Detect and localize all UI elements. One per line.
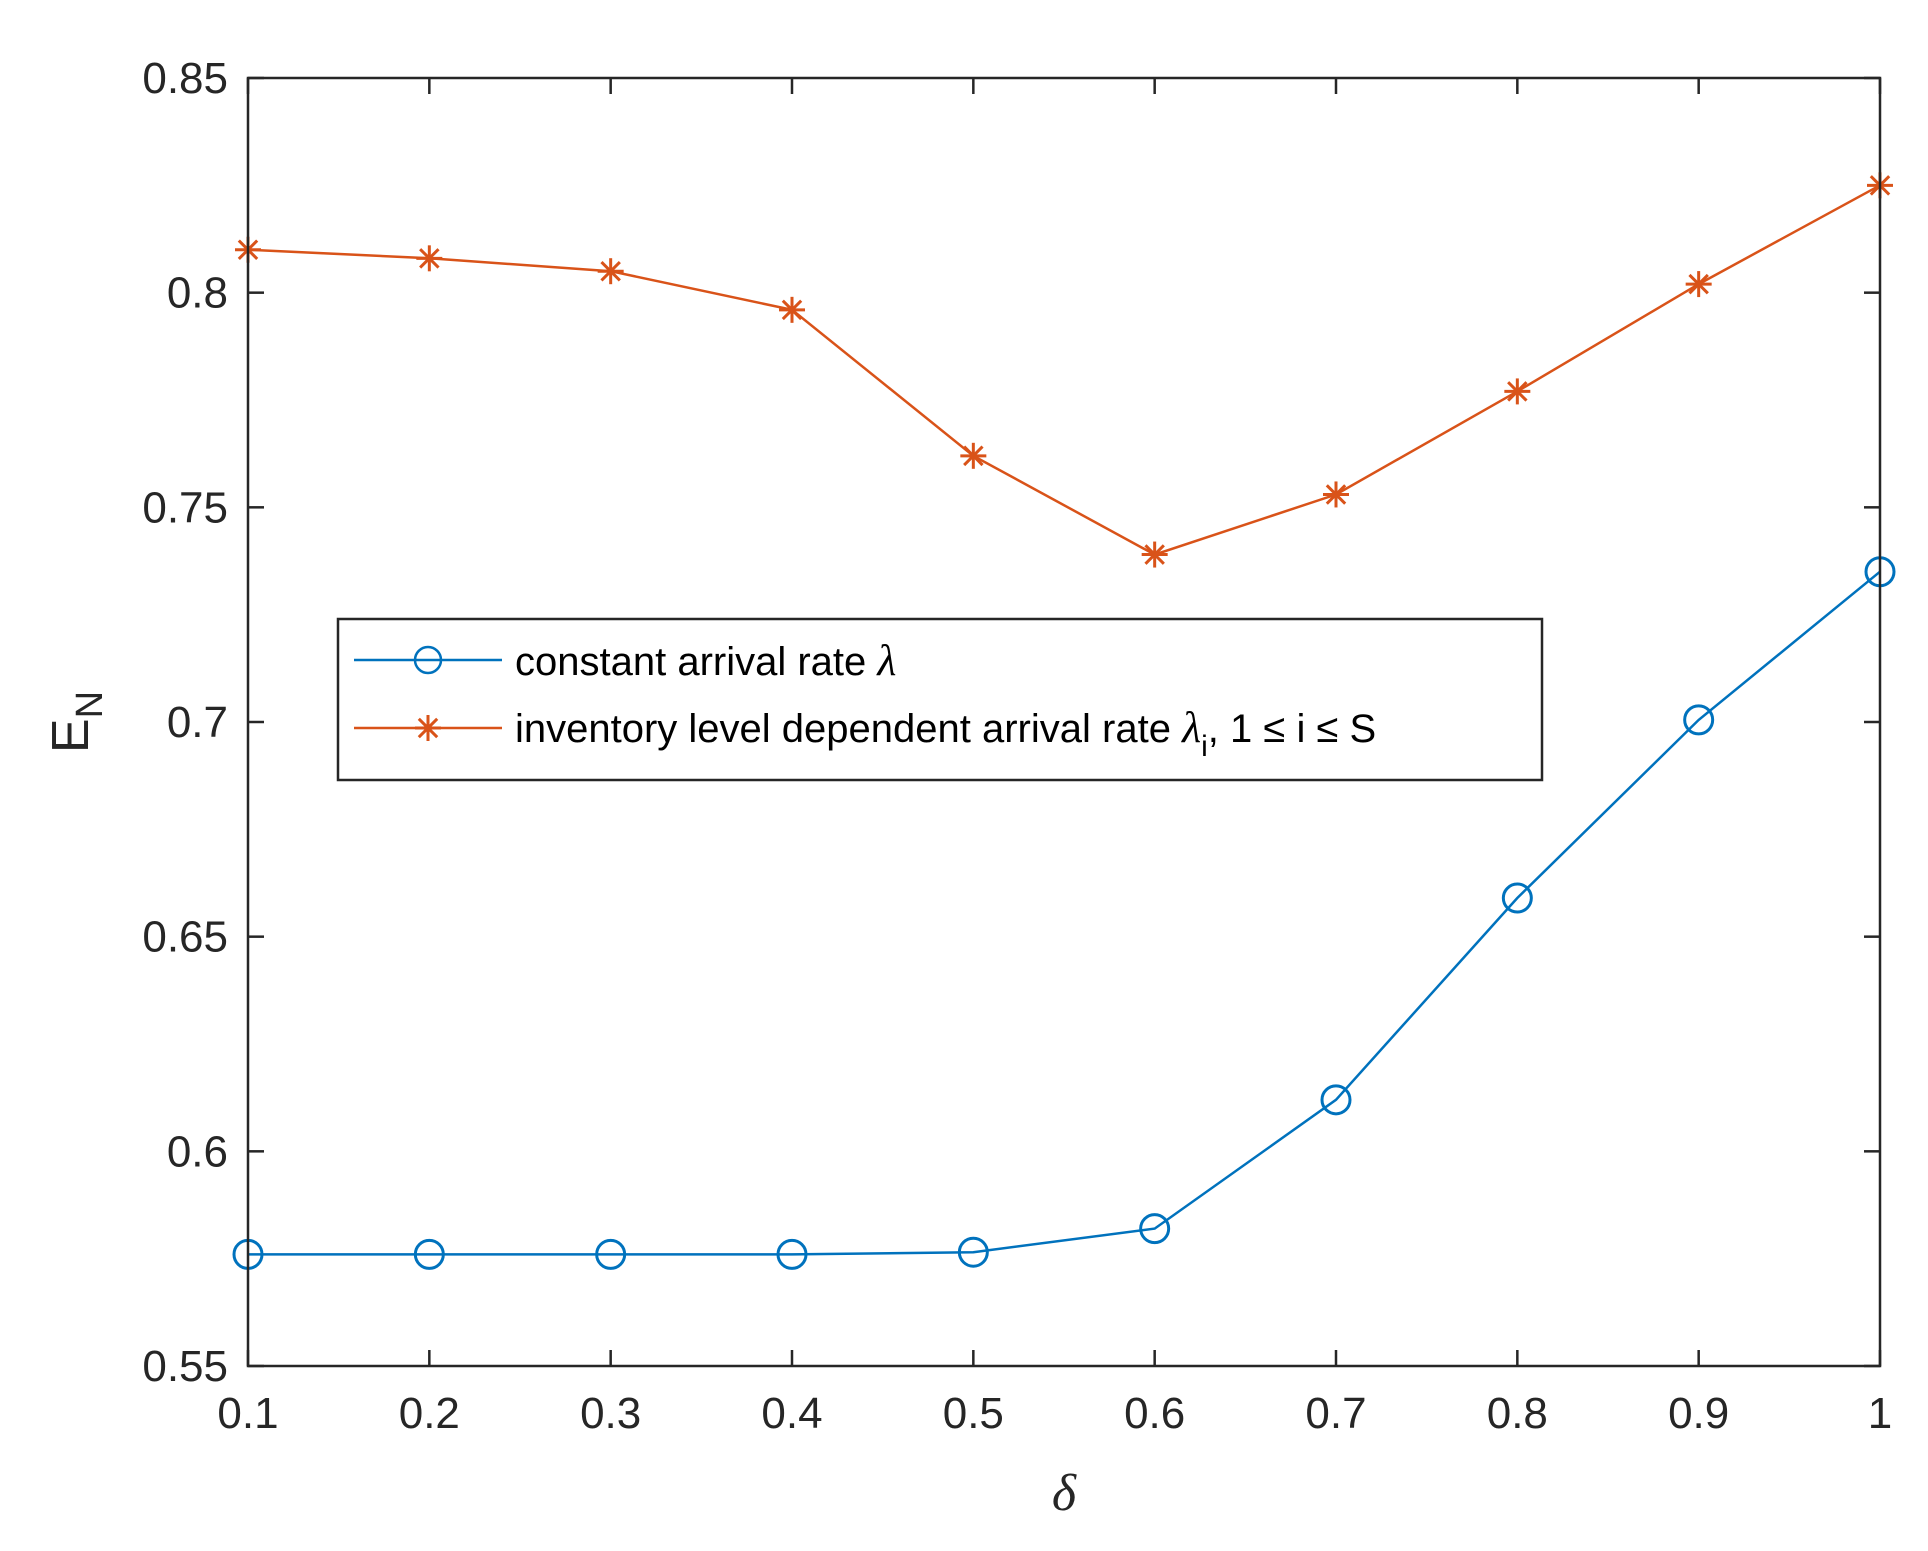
data-point (597, 258, 624, 285)
data-point (779, 296, 805, 323)
data-point (413, 1238, 445, 1270)
legend-label-constant: constant arrival rate λ (515, 636, 896, 685)
data-point (1141, 541, 1168, 568)
plot-frame (246, 76, 1882, 1368)
data-point (595, 1238, 627, 1270)
y-tick-label: 0.85 (142, 54, 228, 103)
series-line (248, 570, 1881, 1256)
legend-label-inventory: inventory level dependent arrival rate λ… (515, 703, 1376, 763)
y-tick-label: 0.7 (167, 698, 228, 747)
x-tick-label: 0.1 (217, 1389, 278, 1438)
tick-labels: 0.1 0.2 0.3 0.4 0.5 0.6 0.7 0.8 0.9 1 0.55 0.6 0.65 0… (142, 54, 1892, 1438)
legend: constant arrival rate λ inventory level … (336, 617, 1544, 782)
series-line (247, 184, 1881, 556)
legend-box (336, 617, 1544, 782)
y-tick-label: 0.55 (142, 1342, 228, 1391)
x-tick-label: 1 (1868, 1389, 1892, 1438)
x-tick-label: 0.3 (580, 1389, 641, 1438)
x-tick-label: 0.9 (1668, 1389, 1729, 1438)
x-tick-label: 0.8 (1487, 1389, 1548, 1438)
y-tick-label: 0.75 (142, 483, 228, 532)
y-axis-label: EN (42, 691, 111, 753)
data-point (1323, 481, 1349, 508)
legend-marker-asterisk (415, 715, 441, 741)
x-tick-label: 0.2 (399, 1389, 460, 1438)
legend-entry-inventory: inventory level dependent arrival rate λ… (354, 703, 1376, 763)
legend-marker-circle (413, 645, 443, 675)
legend-entry-constant: constant arrival rate λ (354, 636, 896, 685)
data-point (1685, 271, 1712, 298)
data-point (1320, 1084, 1352, 1116)
legend-asterisk-glyph (415, 715, 441, 741)
series-constant (232, 556, 1896, 1270)
data-point (1683, 704, 1715, 736)
data-point (416, 245, 443, 272)
data-point (1501, 882, 1533, 914)
x-tick-label: 0.4 (761, 1389, 822, 1438)
data-point (776, 1238, 808, 1270)
y-tick-label: 0.8 (167, 269, 228, 318)
data-point (960, 442, 987, 469)
data-point (1504, 378, 1531, 405)
data-point (957, 1236, 989, 1268)
x-axis-label: δ (1052, 1465, 1077, 1522)
x-tick-label: 0.6 (1124, 1389, 1185, 1438)
x-tick-label: 0.5 (943, 1389, 1004, 1438)
x-tick-label: 0.7 (1305, 1389, 1366, 1438)
data-point (1139, 1213, 1171, 1245)
y-tick-label: 0.6 (167, 1127, 228, 1176)
y-tick-label: 0.65 (142, 913, 228, 962)
